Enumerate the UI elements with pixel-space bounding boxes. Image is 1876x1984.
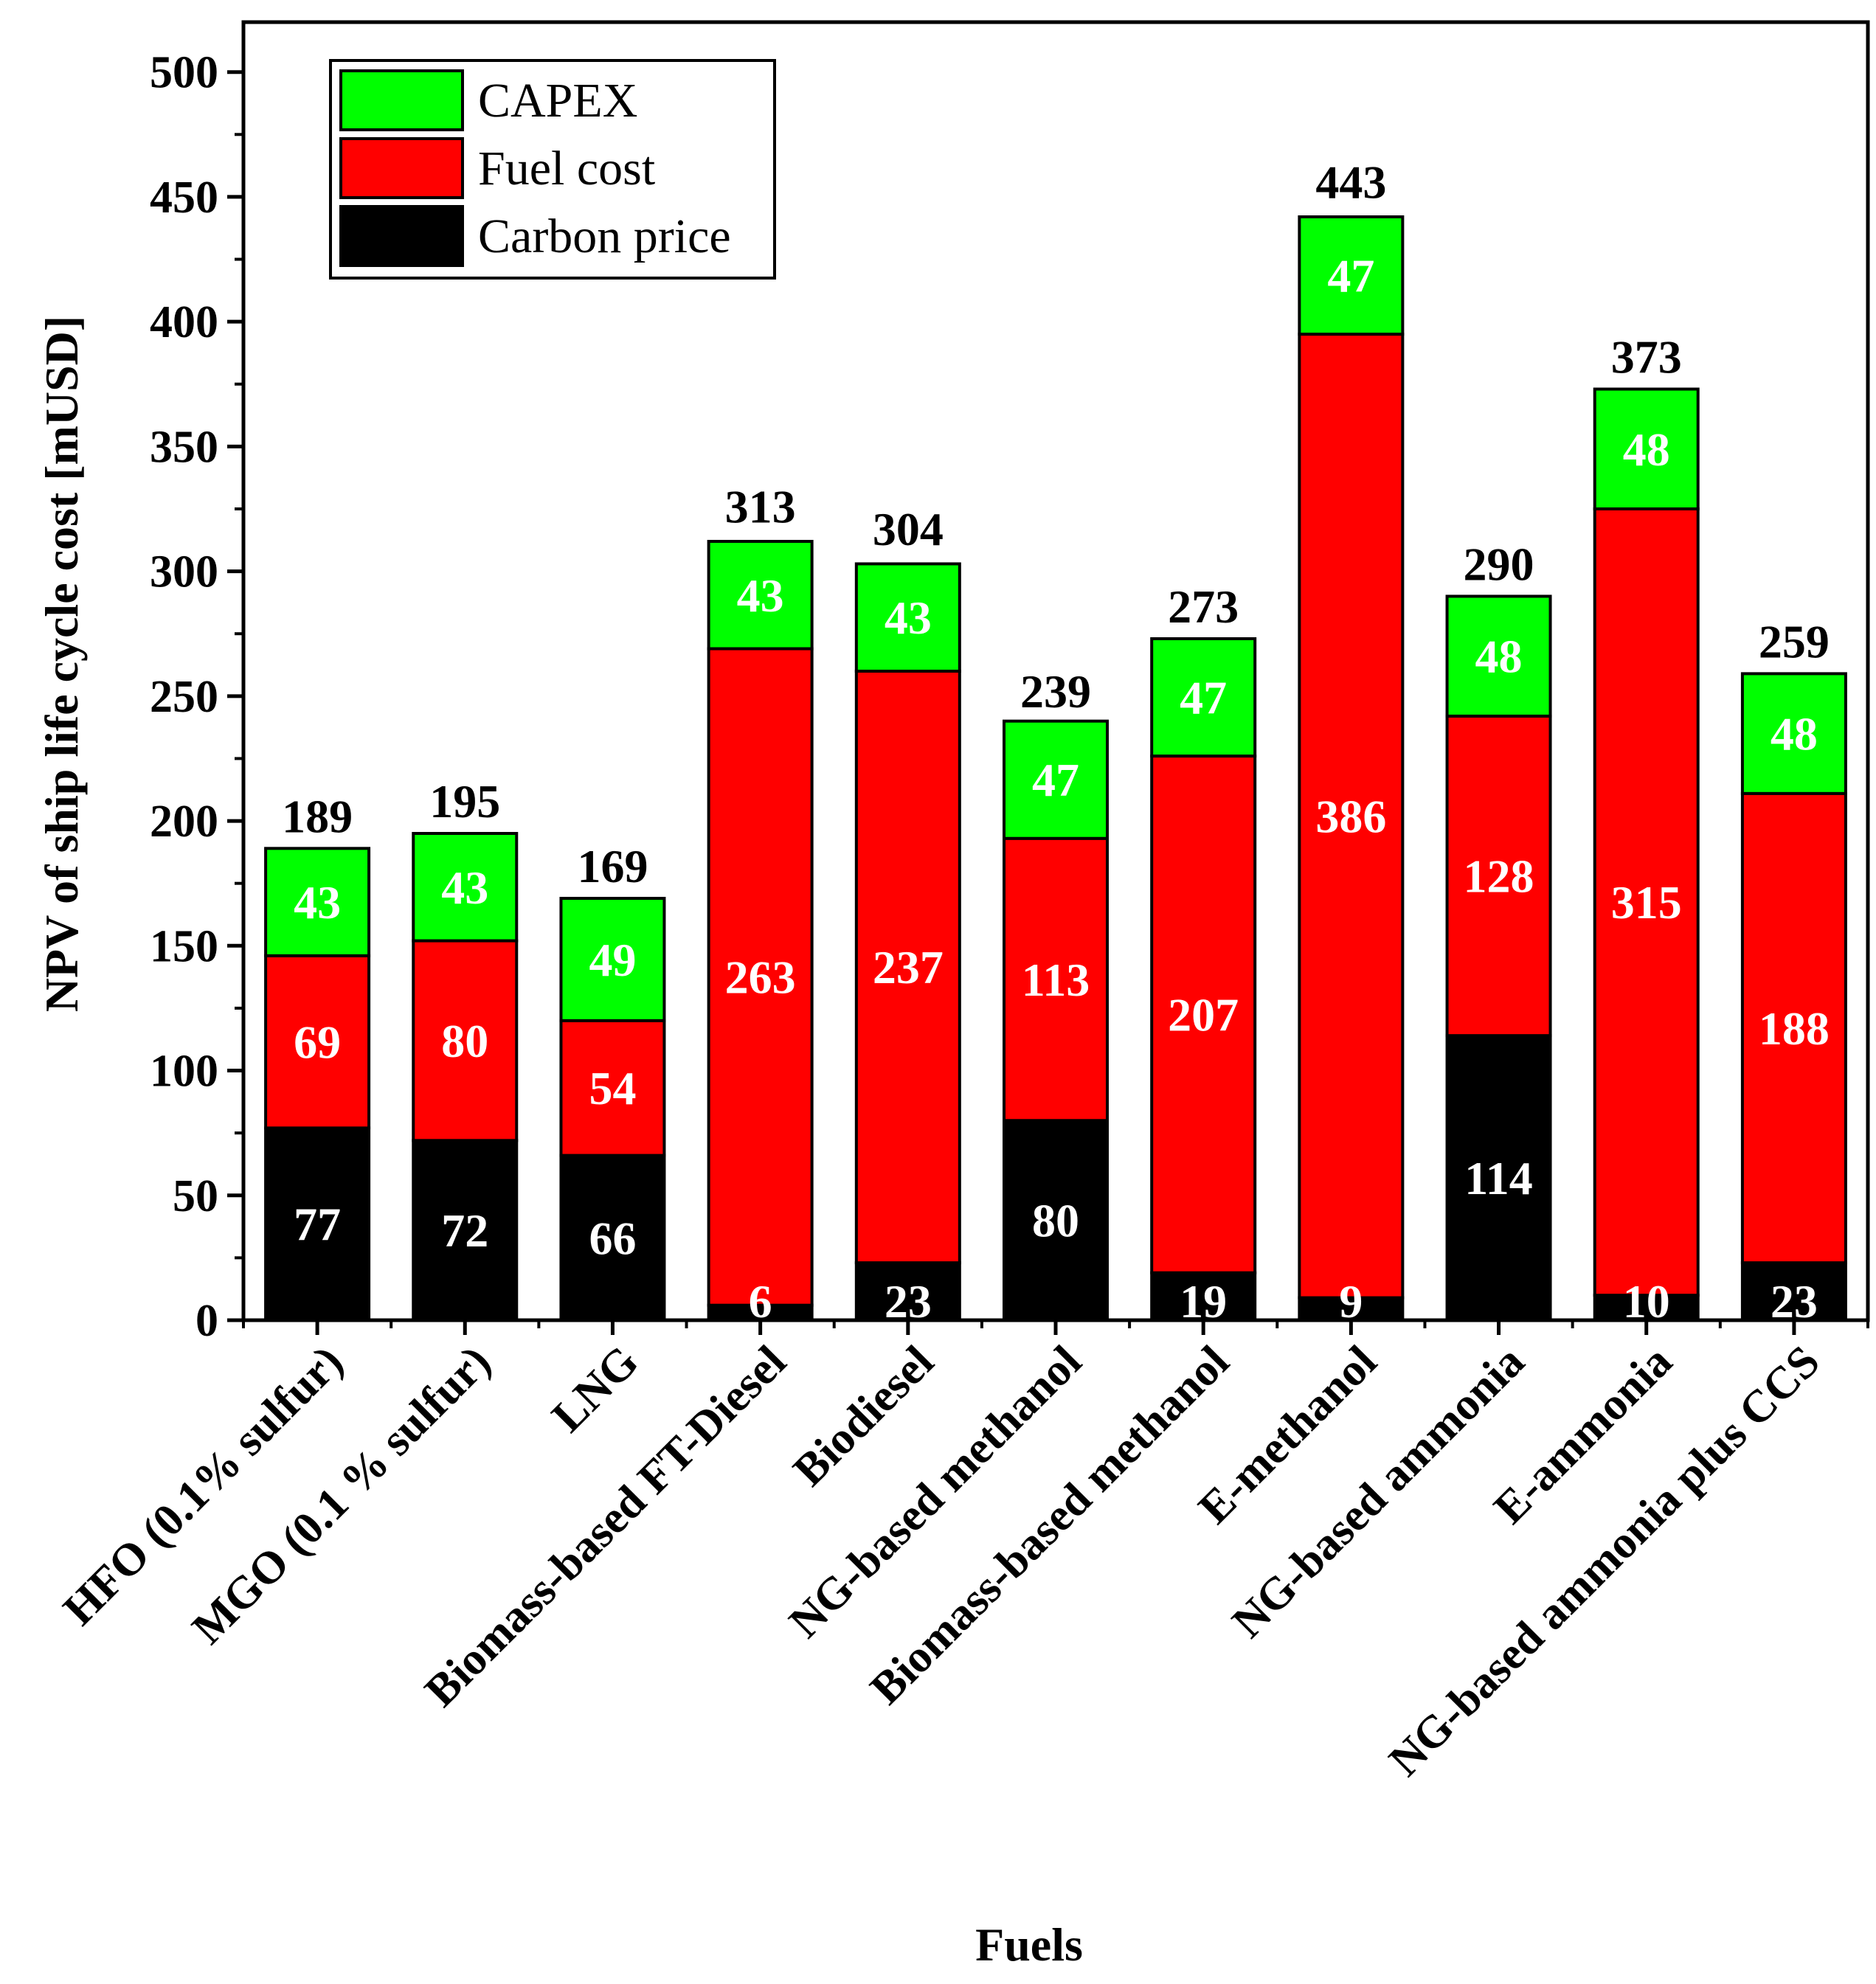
segment-value-label: 43 xyxy=(737,569,784,622)
segment-value-label: 47 xyxy=(1327,250,1374,302)
segment-value-label: 386 xyxy=(1315,790,1386,842)
bar-segment xyxy=(1740,672,1847,795)
y-tick-label: 0 xyxy=(195,1296,218,1346)
segment-value-label: 80 xyxy=(1032,1195,1079,1247)
y-tick-label: 350 xyxy=(150,422,218,472)
y-tick-label: 450 xyxy=(150,173,218,223)
segment-value-label: 54 xyxy=(589,1062,636,1114)
bar-segment xyxy=(1150,637,1257,758)
bar-segment xyxy=(1445,1034,1552,1322)
segment-value-label: 6 xyxy=(749,1275,772,1328)
bar-total-label: 443 xyxy=(1315,156,1386,209)
legend-label: Carbon price xyxy=(478,209,731,263)
segment-value-label: 10 xyxy=(1623,1275,1670,1328)
bar-total-label: 290 xyxy=(1464,538,1534,590)
bar-segment xyxy=(854,562,961,673)
bar-segment xyxy=(1150,755,1257,1274)
bar-total-label: 304 xyxy=(873,503,944,555)
y-tick-label: 200 xyxy=(150,797,218,847)
segment-value-label: 237 xyxy=(873,941,944,993)
segment-value-label: 48 xyxy=(1475,631,1523,683)
segment-value-label: 43 xyxy=(885,592,932,644)
bar-segment xyxy=(412,1139,519,1322)
bar-segment xyxy=(1003,836,1109,1123)
bars-layer xyxy=(264,215,1847,1322)
segment-value-label: 80 xyxy=(441,1015,488,1067)
x-tick-label: NG-based ammonia xyxy=(1222,1336,1534,1648)
segment-value-label: 47 xyxy=(1180,672,1227,724)
segment-value-label: 188 xyxy=(1759,1002,1830,1055)
bar-segment xyxy=(1740,791,1847,1265)
bar-total-label: 259 xyxy=(1759,615,1830,667)
bar-segment xyxy=(264,847,371,957)
segment-value-label: 128 xyxy=(1464,850,1534,903)
bar-total-label: 169 xyxy=(577,840,648,892)
bar-segment xyxy=(854,1261,961,1322)
segment-value-label: 49 xyxy=(589,934,636,986)
x-axis-title: Fuels xyxy=(975,1918,1083,1971)
bar-segment xyxy=(1150,1271,1257,1322)
segment-value-label: 77 xyxy=(294,1199,341,1251)
legend-label: CAPEX xyxy=(478,74,637,128)
y-tick-label: 250 xyxy=(150,672,218,722)
bar-total-label: 195 xyxy=(429,775,500,828)
segment-value-label: 48 xyxy=(1623,423,1670,476)
y-tick-label: 500 xyxy=(150,48,218,98)
bar-segment xyxy=(1445,594,1552,718)
legend-swatch xyxy=(339,205,464,267)
legend-label: Fuel cost xyxy=(478,142,655,195)
segment-value-label: 114 xyxy=(1464,1152,1532,1204)
y-tick-label: 400 xyxy=(150,297,218,347)
segment-value-label: 43 xyxy=(294,876,341,929)
legend-swatch xyxy=(339,69,464,131)
x-tick-label: MGO (0.1 % sulfur) xyxy=(183,1336,500,1654)
y-tick-label: 150 xyxy=(150,921,218,971)
y-tick-label: 50 xyxy=(173,1171,218,1221)
bar-segment xyxy=(264,1126,371,1322)
segment-value-label: 43 xyxy=(441,861,488,914)
bar-total-label: 373 xyxy=(1611,331,1682,384)
bar-total-label: 239 xyxy=(1020,665,1091,718)
legend-swatch xyxy=(339,137,464,199)
bar-segment xyxy=(1298,215,1405,336)
bar-segment xyxy=(854,670,961,1265)
bar-segment xyxy=(1003,1119,1109,1322)
segment-value-label: 23 xyxy=(885,1275,932,1328)
segment-value-label: 48 xyxy=(1771,708,1818,760)
bar-segment xyxy=(412,939,519,1142)
bar-segment xyxy=(1593,387,1700,510)
y-axis-title: NPV of ship life cycle cost [mUSD] xyxy=(35,316,88,1012)
plot-frame xyxy=(241,20,1870,1322)
segment-value-label: 207 xyxy=(1168,988,1239,1041)
segment-value-label: 113 xyxy=(1022,954,1090,1006)
segment-value-label: 72 xyxy=(441,1204,488,1257)
axes-layer xyxy=(227,20,1870,1335)
bar-segment xyxy=(1003,719,1109,840)
bar-segment xyxy=(264,954,371,1130)
segment-value-label: 23 xyxy=(1771,1275,1818,1328)
bar-total-label: 273 xyxy=(1168,580,1239,633)
legend: CAPEX Fuel cost Carbon price xyxy=(329,59,776,280)
bar-segment xyxy=(1593,507,1700,1297)
segment-value-label: 69 xyxy=(294,1016,341,1069)
bar-segment xyxy=(1298,333,1405,1300)
bar-total-label: 313 xyxy=(725,481,796,533)
bar-segment xyxy=(559,897,666,1022)
x-tick-label: NG-based methanol xyxy=(780,1336,1091,1648)
segment-value-label: 47 xyxy=(1032,754,1079,806)
bar-segment xyxy=(412,832,519,943)
y-tick-label: 100 xyxy=(150,1047,218,1097)
bar-total-label: 189 xyxy=(282,790,353,842)
x-tick-label: LNG xyxy=(542,1336,648,1442)
segment-value-label: 263 xyxy=(725,951,796,1004)
segment-value-label: 66 xyxy=(589,1212,636,1264)
bar-segment xyxy=(707,540,814,651)
segment-value-label: 315 xyxy=(1611,876,1682,929)
x-tick-label: HFO (0.1% sulfur) xyxy=(54,1336,353,1635)
segment-value-label: 9 xyxy=(1339,1275,1363,1328)
bar-segment xyxy=(559,1019,666,1157)
y-tick-label: 300 xyxy=(150,547,218,597)
segment-value-label: 19 xyxy=(1180,1275,1227,1328)
